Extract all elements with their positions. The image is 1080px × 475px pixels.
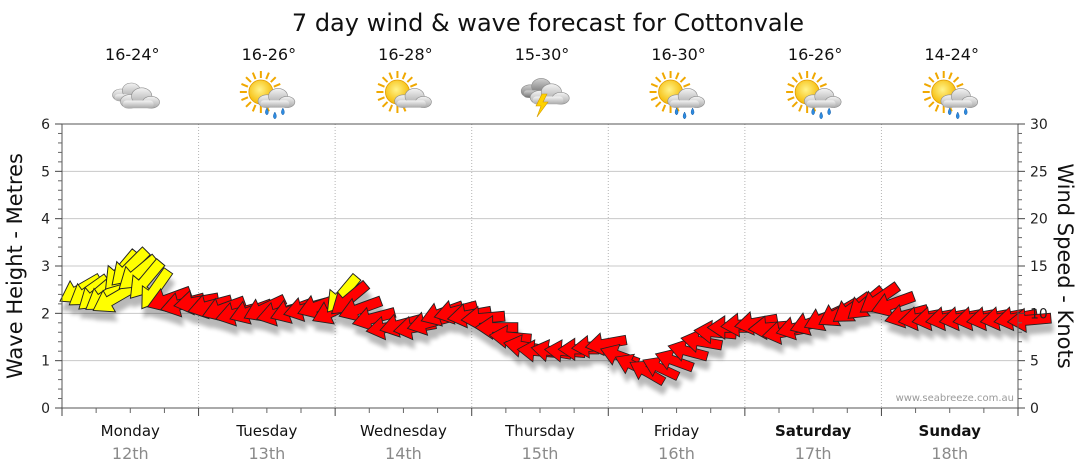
wind-arrow [870,290,917,318]
temp-range-label: 15-30° [515,45,570,64]
day-name-label: Wednesday [360,422,447,440]
sun-cloud-rain-icon [922,71,979,120]
temp-range-label: 14-24° [924,45,979,64]
right-tick-label: 25 [1030,164,1048,180]
left-axis: 0 1 2 3 4 5 6 [41,117,62,417]
left-axis-label: Wave Height - Metres [3,153,27,379]
wind-arrow [129,258,166,299]
day-date-label: 12th [112,444,149,463]
left-tick-label: 3 [41,259,50,275]
wind-arrows [59,246,1052,387]
right-axis: 0 5 10 15 20 25 30 [1018,117,1048,417]
sun-cloud-rain-icon [786,71,842,120]
left-tick-label: 2 [41,306,50,322]
right-tick-label: 0 [1030,401,1039,417]
left-tick-label: 4 [41,212,50,228]
sun-cloud-rain-icon [239,71,296,120]
storm-icon [520,78,570,118]
day-date-label: 17th [795,444,832,463]
watermark: www.seabreeze.com.au [896,393,1014,404]
day-date-label: 16th [658,444,695,463]
day-name-label: Friday [654,422,700,440]
day-name-label: Tuesday [235,422,297,440]
day-name-label: Sunday [919,422,982,440]
day-date-label: 13th [248,444,285,463]
wind-arrow [338,295,384,323]
left-tick-label: 1 [41,354,50,370]
day-name-label: Thursday [504,422,575,440]
day-name-label: Saturday [775,422,852,440]
sun-cloud-rain-icon [649,71,705,120]
cloudy-icon [112,82,160,109]
left-tick-label: 6 [41,117,50,133]
wind-arrow [351,306,397,332]
right-tick-label: 5 [1030,354,1039,370]
wind-arrow [667,338,709,362]
day-date-label: 15th [522,444,559,463]
day-name-label: Monday [101,422,160,440]
left-tick-label: 0 [41,401,50,417]
right-tick-label: 20 [1030,212,1048,228]
plot-area [59,123,1052,409]
temp-range-label: 16-26° [788,45,843,64]
vertical-gridlines [198,124,882,408]
right-axis-label: Wind Speed - Knots [1053,163,1077,368]
temp-range-label: 16-30° [651,45,706,64]
temp-range-label: 16-26° [242,45,297,64]
right-tick-label: 10 [1030,306,1048,322]
left-tick-label: 5 [41,164,50,180]
right-tick-label: 15 [1030,259,1048,275]
day-date-label: 14th [385,444,422,463]
day-date-label: 18th [931,444,968,463]
temp-range-label: 16-24° [105,45,160,64]
weather-row: 16-24° 16-26° 16-28° 15-30° 16-30° 16-26° 14-2… [105,45,979,120]
wind-arrow [680,329,724,354]
wind-arrow [629,360,667,387]
right-tick-label: 30 [1030,117,1048,133]
x-axis: Monday 12th Tuesday 13th Wednesday 14th Thursd… [61,408,1019,463]
partly-cloudy-icon [376,71,432,113]
wind-arrow [642,356,681,381]
chart-title: 7 day wind & wave forecast for Cottonval… [292,9,804,37]
temp-range-label: 16-28° [378,45,433,64]
wind-arrow [654,348,695,373]
